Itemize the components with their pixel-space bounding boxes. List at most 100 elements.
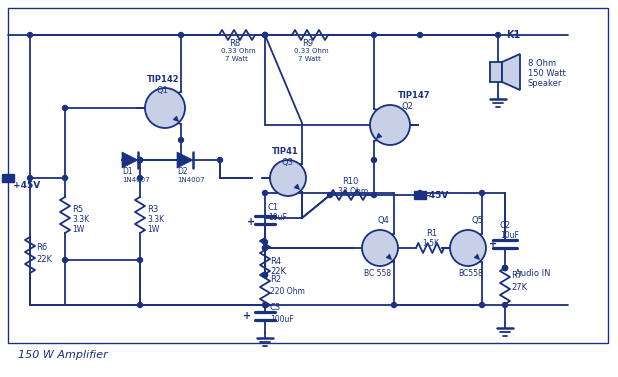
Circle shape	[418, 193, 423, 198]
Text: -45V: -45V	[426, 190, 449, 199]
Text: R3: R3	[147, 205, 158, 215]
Circle shape	[145, 88, 185, 128]
Text: 1W: 1W	[72, 224, 84, 233]
Circle shape	[263, 190, 268, 196]
Circle shape	[418, 32, 423, 37]
Circle shape	[137, 158, 143, 162]
Circle shape	[371, 158, 376, 162]
Circle shape	[218, 158, 222, 162]
Polygon shape	[177, 152, 193, 168]
Circle shape	[502, 265, 507, 271]
Circle shape	[179, 138, 184, 143]
Circle shape	[263, 32, 268, 37]
Text: 10uF: 10uF	[500, 231, 519, 241]
Circle shape	[496, 32, 501, 37]
Text: 8 Ohm: 8 Ohm	[528, 60, 556, 69]
Text: +: +	[247, 217, 255, 227]
Circle shape	[502, 265, 507, 271]
Text: TIP41: TIP41	[272, 147, 298, 156]
Text: R10: R10	[342, 176, 358, 185]
Circle shape	[27, 32, 33, 37]
Circle shape	[270, 160, 306, 196]
Circle shape	[263, 273, 268, 277]
Circle shape	[62, 106, 67, 110]
Text: D1: D1	[122, 167, 133, 176]
Circle shape	[328, 193, 332, 198]
Text: C1: C1	[268, 204, 279, 213]
Text: C3: C3	[270, 303, 281, 313]
Circle shape	[418, 193, 423, 198]
Circle shape	[480, 302, 485, 308]
Text: K1: K1	[506, 30, 520, 40]
Text: C2: C2	[500, 222, 511, 230]
Text: 22K: 22K	[270, 268, 286, 276]
Text: D2: D2	[177, 167, 188, 176]
Text: 22K: 22K	[36, 256, 52, 265]
Text: 33 Ohm: 33 Ohm	[338, 187, 368, 196]
Circle shape	[418, 190, 423, 196]
Bar	[414, 191, 426, 199]
Circle shape	[263, 32, 268, 37]
Circle shape	[263, 245, 268, 250]
Text: 1.5K: 1.5K	[422, 239, 439, 248]
Text: 150 W Amplifier: 150 W Amplifier	[18, 350, 108, 360]
Text: +: +	[243, 311, 251, 321]
Circle shape	[137, 257, 143, 262]
Text: Q2: Q2	[402, 103, 414, 112]
Text: 1N4007: 1N4007	[177, 177, 205, 183]
Bar	[8, 8, 608, 343]
Circle shape	[137, 176, 143, 181]
Circle shape	[371, 193, 376, 198]
Circle shape	[362, 230, 398, 266]
Text: 3.3K: 3.3K	[147, 216, 164, 224]
Text: Speaker: Speaker	[528, 80, 562, 89]
Circle shape	[137, 158, 143, 162]
Text: TIP142: TIP142	[147, 75, 180, 84]
Text: 27K: 27K	[511, 284, 527, 293]
Text: 100uF: 100uF	[270, 314, 294, 323]
Circle shape	[179, 32, 184, 37]
Text: Audio IN: Audio IN	[515, 268, 551, 277]
Circle shape	[391, 302, 397, 308]
Text: R7: R7	[511, 271, 522, 280]
Text: 10uF: 10uF	[268, 213, 287, 222]
Circle shape	[263, 245, 268, 250]
Text: 150 Watt: 150 Watt	[528, 69, 565, 78]
Text: +45V: +45V	[13, 181, 40, 190]
Circle shape	[370, 105, 410, 145]
Text: 1N4007: 1N4007	[122, 177, 150, 183]
Text: R4: R4	[270, 257, 281, 267]
Text: 1W: 1W	[147, 224, 159, 233]
Text: BC558: BC558	[458, 270, 483, 279]
Text: R1: R1	[426, 230, 437, 239]
Circle shape	[137, 302, 143, 308]
Circle shape	[179, 158, 184, 162]
Text: R8: R8	[229, 38, 240, 48]
Circle shape	[263, 32, 268, 37]
Text: R9: R9	[302, 38, 313, 48]
Text: 220 Ohm: 220 Ohm	[270, 288, 305, 296]
Text: 0.33 Ohm: 0.33 Ohm	[294, 48, 329, 54]
Circle shape	[263, 273, 268, 277]
Text: Q3: Q3	[282, 158, 294, 167]
Text: TIP147: TIP147	[398, 90, 431, 100]
Bar	[490, 62, 502, 82]
Circle shape	[502, 302, 507, 308]
Text: 7 Watt: 7 Watt	[225, 56, 248, 62]
Circle shape	[450, 230, 486, 266]
Text: R6: R6	[36, 244, 47, 253]
Text: R5: R5	[72, 205, 83, 215]
Text: BC 558: BC 558	[364, 270, 391, 279]
Bar	[2, 174, 14, 182]
Text: +: +	[489, 239, 497, 249]
Circle shape	[27, 176, 33, 181]
Text: 7 Watt: 7 Watt	[298, 56, 321, 62]
Text: Q1: Q1	[157, 86, 169, 95]
Circle shape	[62, 257, 67, 262]
Text: 0.33 Ohm: 0.33 Ohm	[221, 48, 256, 54]
Circle shape	[263, 239, 268, 245]
Text: R2: R2	[270, 276, 281, 285]
Polygon shape	[502, 54, 520, 90]
Circle shape	[62, 176, 67, 181]
Text: 3.3K: 3.3K	[72, 216, 89, 224]
